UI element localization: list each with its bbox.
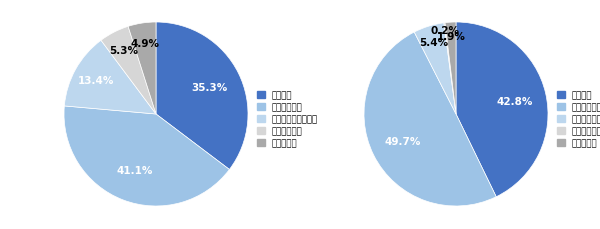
Wedge shape <box>414 24 456 115</box>
Text: 5.3%: 5.3% <box>109 46 138 56</box>
Wedge shape <box>444 24 456 115</box>
Wedge shape <box>456 23 548 197</box>
Wedge shape <box>64 106 229 206</box>
Text: 35.3%: 35.3% <box>191 83 227 93</box>
Text: 1.9%: 1.9% <box>437 32 466 42</box>
Wedge shape <box>364 33 496 206</box>
Text: 0.2%: 0.2% <box>431 26 460 36</box>
Text: 49.7%: 49.7% <box>384 136 421 146</box>
Wedge shape <box>128 23 156 115</box>
Text: 41.1%: 41.1% <box>116 165 152 175</box>
Wedge shape <box>445 23 456 115</box>
Legend: そう思う, ややそう思う, あまりそう思わない, そう思わない, 分からない: そう思う, ややそう思う, あまりそう思わない, そう思わない, 分からない <box>557 91 600 147</box>
Wedge shape <box>64 41 156 114</box>
Text: 4.9%: 4.9% <box>130 39 160 49</box>
Legend: そう思う, ややそう思う, あまりそう思わない, そう思わない, 分からない: そう思う, ややそう思う, あまりそう思わない, そう思わない, 分からない <box>257 91 317 147</box>
Text: 42.8%: 42.8% <box>496 96 532 106</box>
Wedge shape <box>156 23 248 170</box>
Wedge shape <box>101 27 156 114</box>
Text: 13.4%: 13.4% <box>77 76 114 86</box>
Text: 5.4%: 5.4% <box>419 38 448 48</box>
